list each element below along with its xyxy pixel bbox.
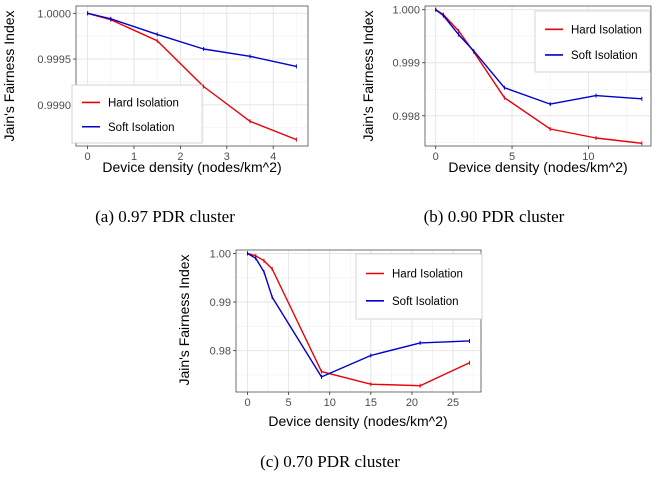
series-line-soft-isolation [87, 12, 297, 68]
legend-label-hard-isolation: Hard Isolation [571, 24, 642, 36]
caption-a: (a) 0.97 PDR cluster [95, 207, 235, 226]
series-line-hard-isolation [435, 9, 642, 144]
legend-label-soft-isolation: Soft Isolation [571, 50, 637, 62]
legend: Hard Isolation Soft Isolation [534, 10, 651, 73]
legend-label-hard-isolation: Hard Isolation [392, 269, 463, 281]
x-tick-label: 0 [244, 397, 250, 409]
plot-border [424, 5, 652, 147]
y-tick-label: 1.0000 [37, 8, 71, 20]
chart-panel-3: 0 5 10 15 20 25 0.98 0.99 1.00 Device density (no… [176, 248, 483, 429]
x-tick-label: 1 [131, 151, 137, 163]
y-tick-label: 0.9995 [37, 54, 71, 66]
series-line-hard-isolation [87, 12, 297, 141]
x-tick-label: 10 [582, 151, 594, 163]
series-line-soft-isolation [435, 9, 642, 105]
x-tick-label: 20 [406, 397, 418, 409]
legend: Hard Isolation Soft Isolation [71, 84, 203, 144]
x-axis-label: Device density (nodes/km^2) [448, 159, 627, 175]
x-tick-label: 0 [433, 151, 439, 163]
x-tick-label: 0 [85, 151, 91, 163]
plot-border [75, 5, 309, 147]
series-line-soft-isolation [247, 252, 470, 378]
y-axis-label: Jain's Fairness Index [360, 10, 376, 141]
x-tick-label: 2 [177, 151, 183, 163]
legend-label-soft-isolation: Soft Isolation [392, 296, 458, 308]
plot-border [235, 249, 482, 393]
x-tick-label: 5 [509, 151, 515, 163]
y-axis-label: Jain's Fairness Index [176, 254, 192, 385]
x-tick-label: 25 [447, 397, 459, 409]
y-axis-label: Jain's Fairness Index [1, 10, 17, 141]
x-axis-label: Device density (nodes/km^2) [268, 413, 447, 429]
y-tick-label: 0.998 [392, 111, 420, 123]
x-tick-label: 5 [286, 397, 292, 409]
y-tick-label: 0.98 [210, 346, 231, 358]
caption-c: (c) 0.70 PDR cluster [260, 452, 400, 471]
x-tick-label: 15 [365, 397, 377, 409]
x-tick-label: 3 [224, 151, 230, 163]
caption-b: (b) 0.90 PDR cluster [423, 207, 565, 226]
y-tick-label: 0.99 [210, 297, 231, 309]
x-tick-label: 4 [270, 151, 276, 163]
legend-label-soft-isolation: Soft Isolation [108, 122, 174, 134]
legend-box [534, 10, 651, 73]
legend-box [71, 84, 203, 144]
y-tick-label: 1.000 [392, 5, 420, 17]
legend: Hard Isolation Soft Isolation [355, 253, 483, 320]
legend-box [355, 253, 483, 320]
y-tick-label: 1.00 [210, 248, 231, 260]
chart-panel-2: 0 5 10 0.998 0.999 1.000 Device density (nodes… [360, 5, 652, 175]
y-tick-label: 0.999 [392, 58, 420, 70]
x-tick-label: 10 [324, 397, 336, 409]
chart-panel-1: 0 1 2 3 4 0.9990 0.9995 1.0000 Device density (n… [1, 5, 309, 175]
legend-label-hard-isolation: Hard Isolation [108, 97, 179, 109]
x-axis-label: Device density (nodes/km^2) [102, 159, 281, 175]
series-line-hard-isolation [247, 252, 470, 387]
y-tick-label: 0.9990 [37, 100, 71, 112]
